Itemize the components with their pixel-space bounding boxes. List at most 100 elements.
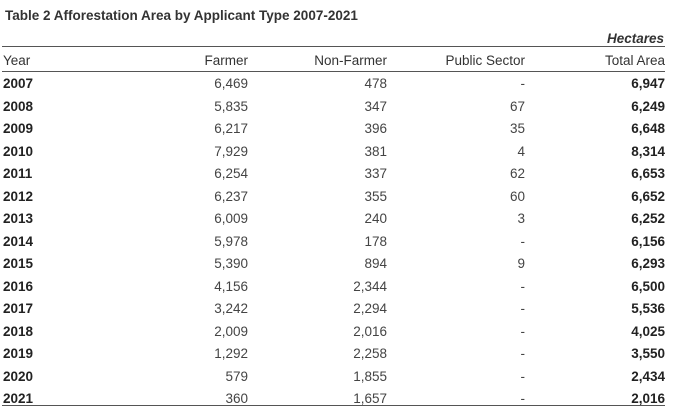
cell-public-sector: 62 <box>509 166 525 181</box>
header-non-farmer: Non-Farmer <box>314 53 387 68</box>
cell-total-area: 6,293 <box>631 256 665 271</box>
cell-farmer: 7,929 <box>214 143 248 159</box>
table-row: 2008 5,835 347 67 6,249 <box>2 96 665 119</box>
table-row: 2020 579 1,855 - 2,434 <box>2 366 665 389</box>
table-row: 2018 2,009 2,016 - 4,025 <box>2 321 665 344</box>
cell-non-farmer: 894 <box>364 256 387 271</box>
table-row: 2015 5,390 894 9 6,293 <box>2 253 665 276</box>
cell-farmer: 5,978 <box>214 233 248 249</box>
header-public-sector: Public Sector <box>445 53 525 68</box>
cell-public-sector: - <box>520 233 526 249</box>
cell-farmer: 6,009 <box>214 211 248 226</box>
cell-farmer: 6,469 <box>214 76 248 91</box>
cell-year: 2007 <box>3 76 34 91</box>
header-farmer: Farmer <box>204 53 249 68</box>
cell-total-area: 5,536 <box>631 301 665 316</box>
cell-farmer: 360 <box>225 391 248 406</box>
cell-year: 2021 <box>3 391 34 406</box>
cell-public-sector: - <box>520 391 526 406</box>
table-row: 2012 6,237 355 60 6,652 <box>2 186 665 209</box>
cell-total-area: 4,025 <box>631 323 665 339</box>
cell-total-area: 6,156 <box>631 233 665 249</box>
cell-non-farmer: 178 <box>364 233 387 249</box>
cell-year: 2012 <box>3 188 34 204</box>
cell-farmer: 6,217 <box>214 121 248 136</box>
cell-non-farmer: 2,016 <box>353 323 387 339</box>
cell-year: 2015 <box>3 256 34 271</box>
cell-farmer: 579 <box>225 368 248 384</box>
cell-total-area: 6,500 <box>631 278 665 294</box>
cell-year: 2010 <box>3 143 34 159</box>
cell-farmer: 6,254 <box>214 166 248 181</box>
cell-public-sector: - <box>520 346 526 361</box>
cell-public-sector: 3 <box>517 211 525 226</box>
table-row: 2021 360 1,657 - 2,016 <box>2 388 665 411</box>
unit-label: Hectares <box>606 31 664 46</box>
cell-non-farmer: 1,657 <box>353 391 387 406</box>
cell-total-area: 6,249 <box>631 98 665 114</box>
table-row: 2017 3,242 2,294 - 5,536 <box>2 298 665 321</box>
cell-farmer: 6,237 <box>214 188 248 204</box>
cell-non-farmer: 337 <box>364 166 387 181</box>
cell-public-sector: 35 <box>509 121 525 136</box>
table-row: 2007 6,469 478 - 6,947 <box>2 73 665 96</box>
table-row: 2013 6,009 240 3 6,252 <box>2 208 665 231</box>
cell-public-sector: - <box>520 278 526 294</box>
cell-year: 2018 <box>3 323 34 339</box>
cell-non-farmer: 347 <box>364 98 387 114</box>
table-header: Year Farmer Non-Farmer Public Sector Tot… <box>2 53 665 70</box>
header-total-area: Total Area <box>604 53 665 68</box>
table-row: 2016 4,156 2,344 - 6,500 <box>2 276 665 299</box>
cell-year: 2011 <box>3 166 33 181</box>
cell-year: 2019 <box>3 346 34 361</box>
cell-non-farmer: 1,855 <box>353 368 387 384</box>
cell-non-farmer: 2,258 <box>353 346 387 361</box>
cell-farmer: 5,835 <box>214 98 248 114</box>
cell-total-area: 2,016 <box>631 391 665 406</box>
cell-farmer: 1,292 <box>214 346 248 361</box>
cell-year: 2014 <box>3 233 34 249</box>
cell-total-area: 6,652 <box>631 188 665 204</box>
header-rule <box>2 71 665 72</box>
header-year: Year <box>3 53 31 68</box>
cell-farmer: 2,009 <box>214 323 248 339</box>
cell-public-sector: 67 <box>509 98 525 114</box>
cell-non-farmer: 381 <box>364 143 387 159</box>
cell-total-area: 8,314 <box>631 143 665 159</box>
cell-total-area: 6,252 <box>631 211 665 226</box>
cell-total-area: 6,947 <box>631 76 665 91</box>
cell-non-farmer: 355 <box>364 188 387 204</box>
table-body: 2007 6,469 478-6,947 2008 5,835 347 67 6,249 200… <box>2 73 665 411</box>
cell-public-sector: - <box>520 323 526 339</box>
cell-public-sector: - <box>520 76 526 91</box>
cell-non-farmer: 396 <box>364 121 387 136</box>
cell-year: 2020 <box>3 368 34 384</box>
cell-year: 2013 <box>3 211 34 226</box>
top-rule <box>2 46 665 47</box>
cell-total-area: 6,653 <box>631 166 665 181</box>
cell-public-sector: - <box>520 368 526 384</box>
cell-year: 2016 <box>3 278 34 294</box>
cell-year: 2017 <box>3 301 34 316</box>
cell-year: 2009 <box>3 121 34 136</box>
cell-total-area: 2,434 <box>631 368 665 384</box>
table-title: Table 2 Afforestation Area by Applicant … <box>5 8 358 23</box>
cell-public-sector: 9 <box>517 256 525 271</box>
cell-farmer: 3,242 <box>214 301 248 316</box>
cell-year: 2008 <box>3 98 34 114</box>
table-row: 2011 6,254 337 62 6,653 <box>2 163 665 186</box>
cell-public-sector: - <box>520 301 526 316</box>
table-row: 2019 1,292 2,258 - 3,550 <box>2 343 665 366</box>
table-row: 2010 7,929 381 4 8,314 <box>2 141 665 164</box>
cell-non-farmer: 478 <box>364 76 387 91</box>
cell-non-farmer: 2,294 <box>353 301 387 316</box>
table-row: 2009 6,217 396 35 6,648 <box>2 118 665 141</box>
cell-public-sector: 60 <box>509 188 525 204</box>
cell-public-sector: 4 <box>517 143 525 159</box>
cell-farmer: 5,390 <box>214 256 248 271</box>
cell-non-farmer: 2,344 <box>353 278 387 294</box>
cell-non-farmer: 240 <box>364 211 387 226</box>
cell-farmer: 4,156 <box>214 278 248 294</box>
cell-total-area: 3,550 <box>631 346 665 361</box>
table-row: 2014 5,978 178 - 6,156 <box>2 231 665 254</box>
